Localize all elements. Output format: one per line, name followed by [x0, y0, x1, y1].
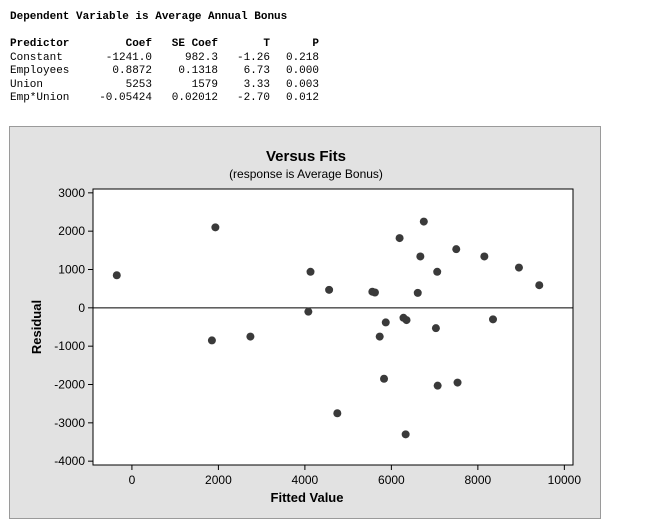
column-header-se-coef: SE Coef [171, 38, 218, 50]
data-point [211, 223, 220, 232]
data-point [419, 217, 428, 226]
coef-cell: 5253 [125, 78, 152, 91]
data-point [381, 318, 390, 327]
data-point [304, 307, 313, 316]
data-points [112, 217, 544, 439]
chart-subtitle: (response is Average Bonus) [229, 167, 383, 181]
dependent-variable-heading: Dependent Variable is Average Annual Bon… [10, 11, 288, 23]
y-tick-label: -2000 [54, 378, 85, 392]
data-point [246, 332, 255, 341]
data-point [433, 381, 442, 390]
column-header-t: T [263, 38, 270, 50]
data-point [375, 332, 384, 341]
column-header-predictor: Predictor [10, 38, 70, 50]
y-axis-label: Residual [29, 300, 44, 354]
coef-cell: -1241.0 [105, 51, 152, 64]
predictor-cell: Union [10, 78, 44, 91]
coef-cell: 0.8872 [112, 65, 152, 77]
data-point [514, 263, 523, 272]
coef-cell: -0.05424 [99, 92, 152, 104]
data-point [535, 281, 544, 290]
data-point [325, 285, 334, 294]
x-tick-label: 2000 [205, 473, 232, 487]
chart-title: Versus Fits [266, 148, 346, 165]
y-tick-label: 2000 [58, 224, 85, 238]
se-coef-cell: 0.1318 [178, 65, 218, 77]
y-tick-label: 0 [78, 301, 85, 315]
data-point [380, 374, 389, 383]
x-tick-label: 8000 [465, 473, 492, 487]
data-point [433, 267, 442, 276]
data-point [401, 430, 410, 439]
predictor-cell: Constant [10, 51, 63, 64]
x-axis-label: Fitted Value [271, 490, 344, 505]
se-coef-cell: 0.02012 [171, 92, 218, 104]
p-cell: 0.218 [285, 51, 319, 64]
y-tick-label: 3000 [58, 186, 85, 200]
data-point [207, 336, 216, 345]
data-point [402, 316, 411, 325]
t-cell: -2.70 [236, 92, 270, 104]
data-point [431, 324, 440, 333]
data-point [453, 378, 462, 387]
p-cell: 0.003 [285, 78, 319, 91]
data-point [416, 252, 425, 261]
t-cell: 3.33 [243, 78, 270, 91]
residual-plot-panel: Versus Fits (response is Average Bonus) … [9, 126, 601, 519]
se-coef-cell: 982.3 [184, 51, 218, 64]
data-point [370, 288, 379, 297]
data-point [480, 252, 489, 261]
plot-area [92, 188, 574, 466]
data-point [333, 409, 342, 418]
predictor-cell: Emp*Union [10, 92, 70, 104]
column-header-coef: Coef [125, 38, 152, 50]
x-tick-label: 6000 [378, 473, 405, 487]
data-point [395, 234, 404, 243]
se-coef-cell: 1579 [191, 78, 218, 91]
data-point [112, 271, 121, 280]
x-axis: 0 2000 4000 6000 8000 10000 [129, 465, 582, 487]
y-tick-label: -3000 [54, 416, 85, 430]
x-tick-label: 10000 [548, 473, 582, 487]
predictor-cell: Employees [10, 65, 70, 77]
y-tick-label: -1000 [54, 339, 85, 353]
residual-plot: Versus Fits (response is Average Bonus) … [29, 148, 582, 505]
column-header-p: P [312, 38, 319, 50]
y-tick-label: -4000 [54, 454, 85, 468]
p-cell: 0.012 [285, 92, 319, 104]
y-tick-label: 1000 [58, 263, 85, 277]
coefficient-table-header-row: Predictor Coef SE Coef T P [10, 38, 319, 52]
t-cell: -1.26 [236, 51, 270, 64]
data-point [452, 245, 461, 254]
x-tick-label: 4000 [292, 473, 319, 487]
p-cell: 0.000 [285, 65, 319, 77]
data-point [413, 288, 422, 297]
data-point [306, 267, 315, 276]
table-row: Emp*Union -0.05424 0.02012 -2.70 0.012 [10, 92, 319, 106]
table-row: Union 5253 1579 3.33 0.003 [10, 79, 319, 93]
coefficient-table: Predictor Coef SE Coef T P Constant -124… [10, 38, 319, 106]
table-row: Constant -1241.0 982.3 -1.26 0.218 [10, 52, 319, 66]
t-cell: 6.73 [243, 65, 270, 77]
y-axis: -4000 -3000 -2000 -1000 0 1000 2000 3000 [54, 186, 93, 468]
x-tick-label: 0 [129, 473, 136, 487]
data-point [489, 315, 497, 324]
table-row: Employees 0.8872 0.1318 6.73 0.000 [10, 65, 319, 79]
